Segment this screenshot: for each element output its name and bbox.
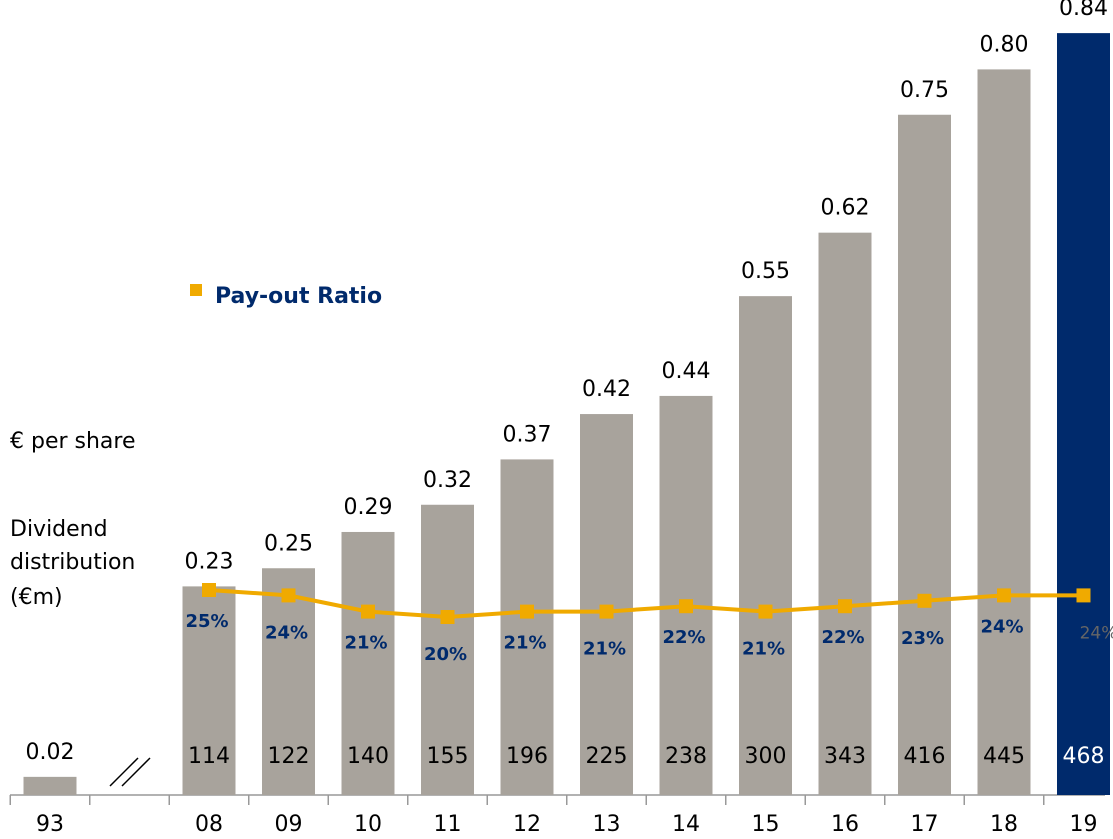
legend-marker (190, 284, 202, 296)
bar (818, 232, 872, 795)
x-tick-label: 14 (672, 812, 700, 837)
ratio-label: 21% (742, 639, 785, 660)
bar (23, 776, 77, 795)
distribution-label: 468 (1063, 744, 1105, 769)
x-tick-label: 93 (36, 812, 64, 837)
bar-label: 0.29 (344, 495, 393, 520)
bar-label: 0.25 (264, 531, 313, 556)
ratio-marker (361, 604, 375, 619)
distribution-label: 300 (745, 744, 787, 769)
ratio-label: 25% (185, 611, 228, 632)
series-label: Dividend (10, 517, 108, 542)
ratio-marker (758, 604, 773, 619)
bar (659, 395, 713, 795)
ratio-marker (1076, 588, 1091, 603)
axis-break (109, 757, 139, 787)
ratio-label: 24% (265, 622, 308, 643)
distribution-label: 238 (665, 744, 707, 769)
ratio-marker (679, 599, 693, 614)
bar (341, 531, 395, 795)
ratio-label: 21% (344, 633, 387, 654)
ratio-label: 21% (583, 639, 626, 660)
ratio-label: 23% (901, 628, 944, 649)
bar (421, 504, 474, 795)
bar-label: 0.37 (503, 422, 552, 447)
ratio-marker (520, 604, 534, 619)
bar-label: 0.42 (582, 377, 631, 402)
x-tick-label: 15 (752, 812, 780, 837)
ratio-marker (838, 599, 852, 614)
distribution-label: 445 (983, 744, 1025, 769)
distribution-label: 225 (586, 744, 628, 769)
ratio-marker (281, 588, 296, 603)
ratio-line (208, 588, 1084, 620)
ratio-marker (599, 604, 614, 619)
x-tick-label: 11 (434, 812, 462, 837)
ratio-label: 21% (503, 633, 546, 654)
axis-break (121, 757, 151, 787)
bar-label: 0.62 (821, 196, 870, 221)
bar (500, 459, 554, 795)
x-tick-label: 17 (911, 812, 939, 837)
series-label: (€m) (10, 585, 63, 610)
bar-label: 0.80 (980, 32, 1029, 57)
bar (1057, 33, 1110, 796)
x-tick-label: 12 (513, 812, 541, 837)
bar (580, 414, 633, 795)
x-tick-label: 18 (990, 812, 1018, 837)
distribution-label: 196 (506, 744, 548, 769)
ratio-label: 24% (1080, 623, 1113, 643)
bar (898, 114, 951, 795)
x-tick-label: 19 (1070, 812, 1098, 837)
bar (977, 69, 1031, 795)
bar (182, 586, 236, 795)
distribution-label: 114 (188, 744, 230, 769)
x-tick-label: 09 (275, 812, 303, 837)
ratio-marker (202, 583, 216, 597)
series-label: distribution (10, 550, 135, 575)
bar (739, 296, 792, 795)
bar-label: 0.75 (900, 78, 949, 103)
distribution-label: 155 (427, 744, 469, 769)
x-tick-label: 13 (593, 812, 621, 837)
ratio-label: 22% (821, 627, 864, 648)
distribution-label: 140 (347, 744, 389, 769)
ratio-label: 22% (662, 627, 705, 648)
bar-label: 0.55 (741, 259, 790, 284)
bar-label: 0.02 (26, 740, 75, 765)
distribution-label: 416 (904, 744, 946, 769)
x-tick-label: 16 (831, 812, 859, 837)
distribution-label: 122 (268, 744, 310, 769)
ratio-label: 20% (424, 644, 467, 665)
ratio-marker (917, 593, 932, 608)
series-label: € per share (10, 429, 136, 454)
bar-label: 0.84 (1059, 0, 1108, 21)
bar-label: 0.23 (185, 549, 234, 574)
bar-label: 0.44 (662, 359, 711, 384)
ratio-label: 24% (980, 616, 1023, 637)
ratio-marker (440, 610, 455, 624)
distribution-label: 343 (824, 744, 866, 769)
bar-label: 0.32 (423, 468, 472, 493)
bar (262, 568, 315, 795)
x-tick-label: 08 (195, 812, 223, 837)
ratio-marker (997, 588, 1011, 603)
x-tick-label: 10 (354, 812, 382, 837)
legend-label: Pay-out Ratio (215, 284, 382, 309)
